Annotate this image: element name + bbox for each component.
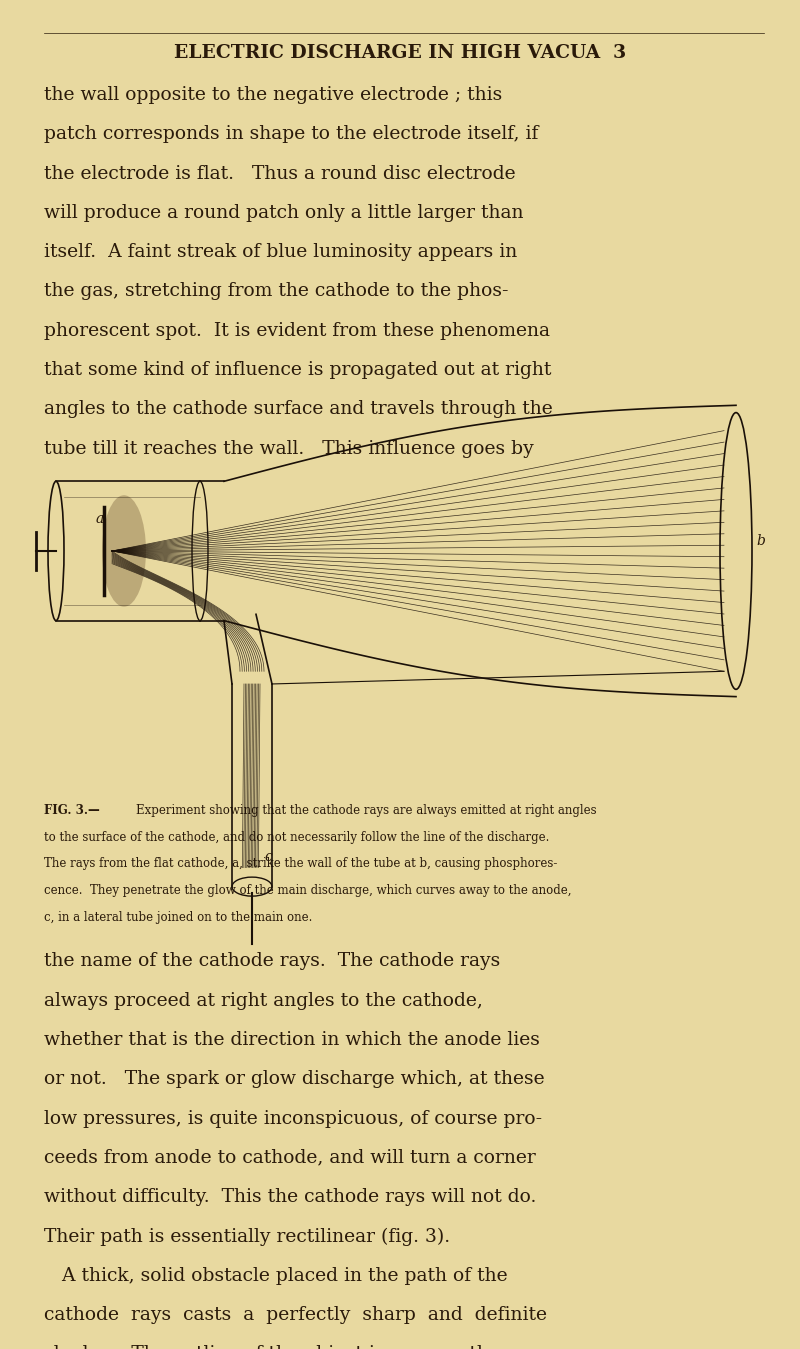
Ellipse shape xyxy=(102,495,146,607)
Text: tube till it reaches the wall.   This influence goes by: tube till it reaches the wall. This infl… xyxy=(44,440,534,457)
Text: b: b xyxy=(756,534,765,548)
Text: shadow.  The outline of the object is seen on the: shadow. The outline of the object is see… xyxy=(44,1345,500,1349)
Text: always proceed at right angles to the cathode,: always proceed at right angles to the ca… xyxy=(44,992,483,1010)
Text: phorescent spot.  It is evident from these phenomena: phorescent spot. It is evident from thes… xyxy=(44,321,550,340)
Text: ceeds from anode to cathode, and will turn a corner: ceeds from anode to cathode, and will tu… xyxy=(44,1149,536,1167)
Text: Experiment showing that the cathode rays are always emitted at right angles: Experiment showing that the cathode rays… xyxy=(136,804,597,817)
Text: patch corresponds in shape to the electrode itself, if: patch corresponds in shape to the electr… xyxy=(44,125,538,143)
Text: the wall opposite to the negative electrode ; this: the wall opposite to the negative electr… xyxy=(44,86,502,104)
Text: whether that is the direction in which the anode lies: whether that is the direction in which t… xyxy=(44,1031,540,1050)
Text: A thick, solid obstacle placed in the path of the: A thick, solid obstacle placed in the pa… xyxy=(44,1267,508,1284)
Text: or not.   The spark or glow discharge which, at these: or not. The spark or glow discharge whic… xyxy=(44,1070,545,1089)
Text: The rays from the flat cathode, a, strike the wall of the tube at b, causing pho: The rays from the flat cathode, a, strik… xyxy=(44,858,558,870)
Text: that some kind of influence is propagated out at right: that some kind of influence is propagate… xyxy=(44,362,551,379)
Text: will produce a round patch only a little larger than: will produce a round patch only a little… xyxy=(44,204,523,223)
Text: angles to the cathode surface and travels through the: angles to the cathode surface and travel… xyxy=(44,401,553,418)
Text: the name of the cathode rays.  The cathode rays: the name of the cathode rays. The cathod… xyxy=(44,952,500,970)
Text: ELECTRIC DISCHARGE IN HIGH VACUA  3: ELECTRIC DISCHARGE IN HIGH VACUA 3 xyxy=(174,45,626,62)
Text: cence.  They penetrate the glow of the main discharge, which curves away to the : cence. They penetrate the glow of the ma… xyxy=(44,884,571,897)
Text: itself.  A faint streak of blue luminosity appears in: itself. A faint streak of blue luminosit… xyxy=(44,243,518,262)
Text: to the surface of the cathode, and do not necessarily follow the line of the dis: to the surface of the cathode, and do no… xyxy=(44,831,550,844)
Text: a: a xyxy=(96,513,104,526)
Text: without difficulty.  This the cathode rays will not do.: without difficulty. This the cathode ray… xyxy=(44,1188,536,1206)
Text: the gas, stretching from the cathode to the phos-: the gas, stretching from the cathode to … xyxy=(44,282,509,301)
Text: Their path is essentially rectilinear (fig. 3).: Their path is essentially rectilinear (f… xyxy=(44,1228,450,1245)
Text: cathode  rays  casts  a  perfectly  sharp  and  definite: cathode rays casts a perfectly sharp and… xyxy=(44,1306,547,1323)
Text: FIG. 3.—: FIG. 3.— xyxy=(44,804,100,817)
Text: c, in a lateral tube joined on to the main one.: c, in a lateral tube joined on to the ma… xyxy=(44,911,312,924)
Text: low pressures, is quite inconspicuous, of course pro-: low pressures, is quite inconspicuous, o… xyxy=(44,1109,542,1128)
Text: the electrode is flat.   Thus a round disc electrode: the electrode is flat. Thus a round disc… xyxy=(44,165,516,182)
Text: c: c xyxy=(264,850,272,865)
